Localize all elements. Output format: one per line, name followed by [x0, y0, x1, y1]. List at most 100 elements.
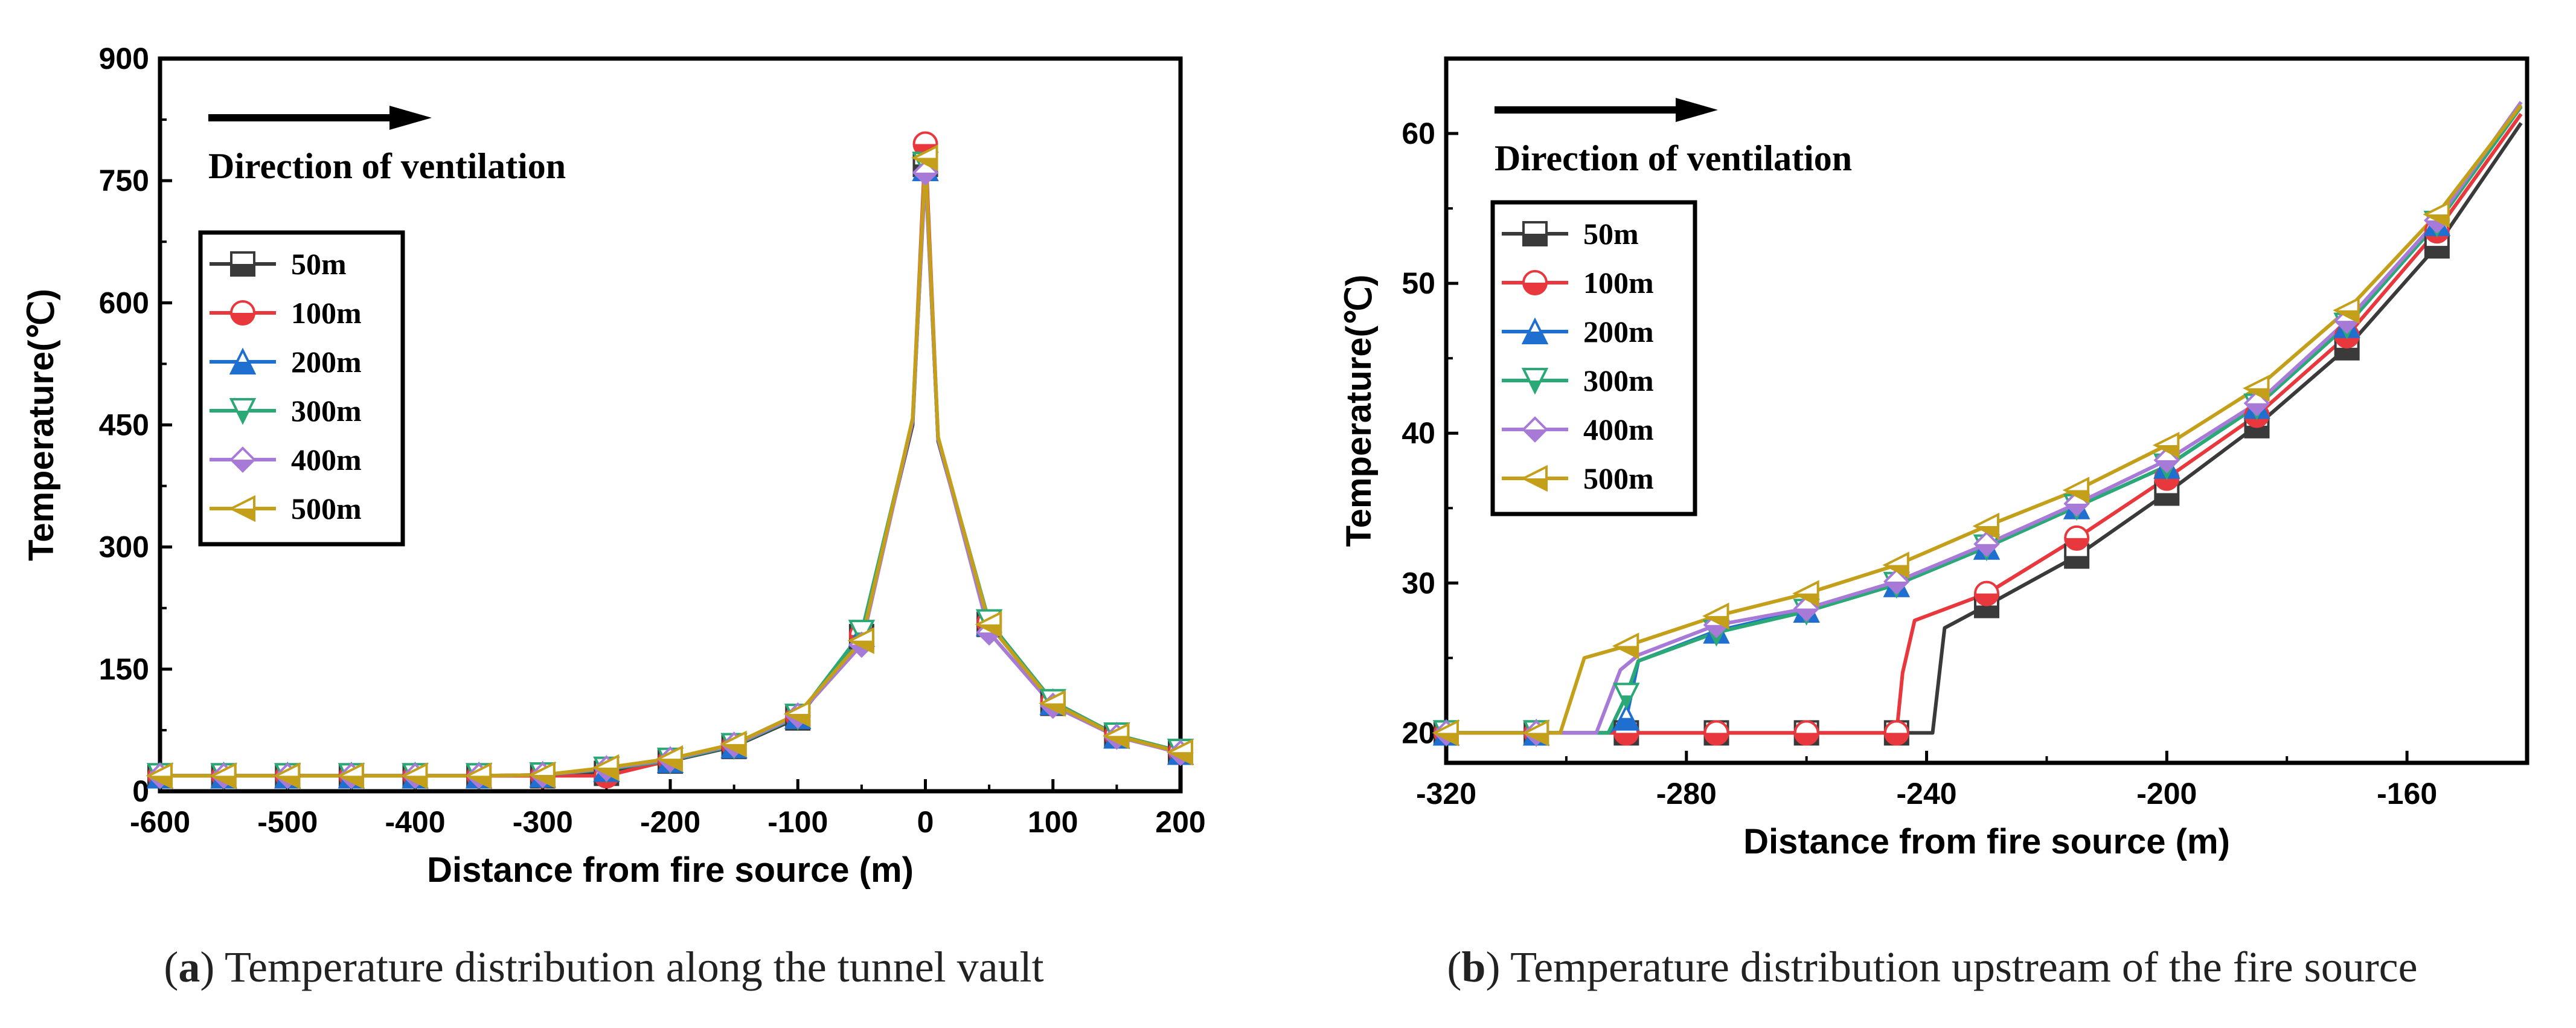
data-point-400m-fill: [914, 172, 937, 184]
ventilation-label: Direction of ventilation: [208, 146, 566, 186]
caption-a: (a) Temperature distribution along the t…: [164, 943, 1043, 991]
data-point-500m-fill: [2155, 445, 2179, 457]
x-axis-title: Distance from fire source (m): [1743, 822, 2230, 861]
y-tick-label: 60: [1402, 117, 1435, 150]
data-point-500m-fill: [1105, 736, 1129, 748]
y-axis-title: Temperature(℃): [22, 289, 61, 561]
legend-label-400m: 400m: [1583, 413, 1654, 446]
data-point-500m-fill: [1615, 646, 1638, 658]
x-tick-label: -200: [640, 805, 700, 839]
data-point-500m-fill: [1705, 615, 1728, 628]
x-tick-label: -100: [767, 805, 828, 839]
legend-label-400m: 400m: [291, 443, 362, 477]
legend-marker-500m-fill: [231, 509, 254, 520]
data-point-100m-fill: [2065, 538, 2089, 550]
y-tick-label: 20: [1402, 716, 1435, 750]
x-tick-label: -500: [257, 805, 318, 839]
data-point-500m-fill: [1975, 526, 1998, 538]
legend-marker-100m-fill: [231, 313, 254, 324]
y-tick-label: 40: [1402, 416, 1435, 450]
data-point-500m-fill: [978, 624, 1001, 636]
x-axis-title: Distance from fire source (m): [427, 850, 914, 890]
data-point-500m-fill: [403, 776, 427, 788]
data-point-100m-fill: [1885, 733, 1908, 745]
legend-label-500m: 500m: [1583, 461, 1654, 495]
data-point-500m-fill: [531, 775, 554, 787]
data-point-500m-fill: [2245, 388, 2269, 400]
legend-marker-400m-fill: [1523, 429, 1546, 441]
x-tick-label: -200: [2136, 777, 2197, 811]
legend-box: [1490, 200, 1697, 516]
data-point-400m-fill: [1885, 581, 1908, 593]
data-point-500m-fill: [149, 776, 171, 788]
y-tick-label: 300: [99, 530, 149, 564]
data-point-50m-fill: [2335, 347, 2359, 359]
caption-a-label: a: [178, 943, 200, 991]
legend-box: [198, 230, 405, 547]
data-point-500m-fill: [1525, 733, 1548, 745]
legend-label-200m: 200m: [1583, 315, 1654, 349]
data-point-50m-fill: [2245, 425, 2269, 437]
legend-label-100m: 100m: [1583, 266, 1654, 300]
data-point-50m-fill: [1975, 605, 1998, 617]
data-point-500m-fill: [212, 776, 235, 788]
y-tick-label: 50: [1402, 266, 1435, 300]
data-point-500m-fill: [786, 713, 810, 725]
y-tick-label: 750: [99, 164, 149, 198]
data-point-400m-fill: [2065, 503, 2089, 515]
data-point-500m-fill: [722, 744, 746, 756]
data-point-400m-fill: [2335, 321, 2359, 333]
data-point-400m-fill: [1705, 625, 1728, 637]
data-point-500m-fill: [2425, 214, 2449, 226]
x-tick-label: -400: [385, 805, 445, 839]
x-tick-label: -240: [1897, 777, 1957, 811]
y-tick-label: 150: [99, 652, 149, 686]
legend-marker-50m-fill: [231, 264, 254, 275]
legend-marker-50m-fill: [1523, 234, 1546, 245]
x-tick-label: 100: [1028, 805, 1078, 839]
legend-marker-400m-fill: [231, 460, 254, 471]
caption-b: (b) Temperature distribution upstream of…: [1447, 943, 2417, 991]
data-point-100m-fill: [1705, 733, 1728, 745]
data-point-500m-fill: [2335, 310, 2359, 322]
data-point-100m-fill: [1615, 733, 1638, 745]
legend-marker-500m-fill: [1523, 478, 1546, 490]
x-tick-label: 0: [917, 805, 934, 839]
legend-label-50m: 50m: [1583, 217, 1639, 251]
data-point-300m-fill: [1620, 695, 1632, 707]
data-point-100m-fill: [1975, 593, 1998, 605]
data-point-100m-fill: [1795, 733, 1818, 745]
series-line-100m: [1446, 113, 2523, 735]
data-point-500m-fill: [595, 767, 618, 779]
caption-b-label: b: [1461, 943, 1485, 991]
x-tick-label: -320: [1416, 777, 1476, 811]
plot-frame: [1444, 56, 2530, 765]
data-point-500m-fill: [2065, 490, 2089, 502]
x-tick-label: -600: [130, 805, 190, 839]
legend-label-300m: 300m: [1583, 364, 1654, 397]
data-point-500m-fill: [659, 759, 682, 771]
data-point-500m-fill: [276, 776, 300, 788]
ventilation-label: Direction of ventilation: [1495, 138, 1852, 178]
legend-label-200m: 200m: [291, 345, 362, 379]
legend-marker-300m-fill: [237, 411, 249, 422]
chart-panel-a: -600 -500 -400 -300 -200 -100 0 100 200 0 150 300 45…: [22, 42, 1206, 890]
caption-a-text: Temperature distribution along the tunne…: [225, 943, 1044, 991]
x-tick-label: 200: [1155, 805, 1205, 839]
data-point-500m-fill: [914, 158, 937, 170]
data-point-200m-fill: [1615, 718, 1638, 730]
chart-panel-b: -320 -280 -240 -200 -160 20 30 40 50 60 Distance f…: [1339, 56, 2530, 861]
data-point-300m-fill: [1711, 632, 1722, 644]
legend-marker-300m-fill: [1529, 381, 1541, 392]
y-tick-label: 450: [99, 408, 149, 442]
legend-marker-100m-fill: [1523, 283, 1546, 294]
data-point-50m-fill: [2155, 493, 2179, 505]
legend-marker-200m-fill: [1523, 332, 1546, 343]
data-point-50m-fill: [2065, 556, 2089, 568]
caption-b-text: Temperature distribution upstream of the…: [1510, 943, 2417, 991]
x-tick-label: -160: [2377, 777, 2437, 811]
data-point-500m-fill: [1041, 703, 1065, 715]
data-point-400m-fill: [2155, 460, 2179, 472]
data-point-500m-fill: [1435, 733, 1458, 745]
